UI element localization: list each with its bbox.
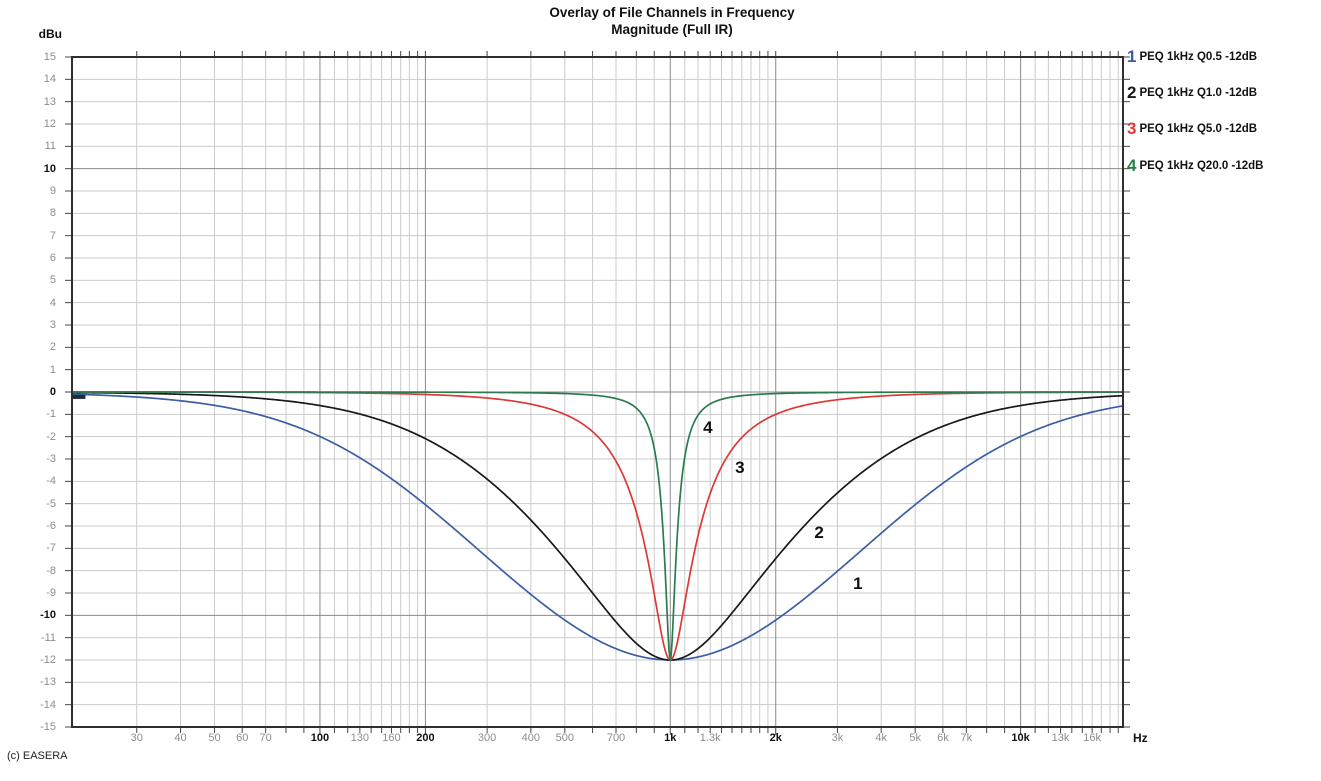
- x-tick-label: 300: [477, 732, 497, 744]
- y-tick-label: 10: [43, 162, 56, 175]
- legend-item-3: 3 PEQ 1kHz Q5.0 -12dB: [1127, 118, 1257, 140]
- x-tick-label: 1k: [664, 732, 677, 744]
- x-tick-label: 6k: [937, 732, 949, 744]
- y-tick-label: -14: [40, 698, 56, 711]
- curve-number-label-1: 1: [853, 574, 863, 594]
- curve-peq-q1: [71, 391, 1124, 661]
- x-tick-label: 1.3k: [699, 732, 721, 744]
- x-tick-label: 130: [350, 732, 370, 744]
- y-tick-label: 5: [49, 274, 56, 287]
- x-tick-label: 70: [259, 732, 272, 744]
- legend-item-2: 2 PEQ 1kHz Q1.0 -12dB: [1127, 82, 1257, 104]
- y-tick-label: 6: [49, 252, 56, 264]
- y-tick-label: -9: [46, 587, 56, 599]
- x-tick-label: 5k: [909, 732, 921, 744]
- y-tick-label: -11: [40, 631, 56, 644]
- x-tick-label: 500: [555, 732, 574, 744]
- curve-number-label-4: 4: [703, 417, 713, 437]
- y-tick-label: -12: [40, 654, 56, 666]
- x-tick-label: 10k: [1011, 732, 1030, 744]
- y-tick-label: -7: [46, 542, 56, 555]
- y-tick-label: -1: [46, 408, 56, 421]
- y-tick-label: 1: [49, 363, 56, 376]
- x-tick-label: 400: [521, 732, 541, 744]
- x-tick-label: 100: [310, 732, 330, 744]
- x-tick-label: 13k: [1051, 732, 1070, 744]
- curve-number-label-3: 3: [735, 457, 745, 477]
- y-tick-label: 4: [49, 296, 56, 309]
- y-tick-label: 8: [49, 207, 56, 220]
- curve-peq-q20: [72, 391, 1123, 661]
- y-tick-label: -5: [46, 497, 56, 510]
- plot-border: [71, 56, 1124, 728]
- y-tick-label: -6: [46, 520, 56, 532]
- y-tick-label: 15: [43, 51, 56, 63]
- curve-peq-q0.5: [71, 393, 1124, 661]
- legend-item-label: PEQ 1kHz Q0.5 -12dB: [1139, 51, 1258, 63]
- y-tick-label: 14: [43, 73, 56, 86]
- x-tick-label: 60: [236, 732, 249, 744]
- x-tick-label: 30: [130, 732, 143, 744]
- y-tick-label: 12: [43, 118, 56, 130]
- y-tick-label: -13: [40, 676, 56, 689]
- legend-color-number: 2: [1127, 83, 1137, 103]
- legend-item-1: 1 PEQ 1kHz Q0.5 -12dB: [1127, 46, 1257, 68]
- x-tick-label: 50: [208, 732, 221, 744]
- x-tick-label: 3k: [831, 732, 844, 744]
- y-tick-label: 11: [44, 140, 56, 153]
- x-tick-label: 700: [606, 732, 626, 744]
- y-tick-label: 3: [49, 319, 56, 331]
- legend-color-number: 3: [1127, 119, 1137, 139]
- y-tick-label: -4: [46, 475, 56, 488]
- curve-number-label-2: 2: [814, 522, 824, 542]
- chart-title-line2: Magnitude (Full IR): [611, 22, 733, 37]
- y-tick-label: -3: [46, 453, 56, 465]
- x-tick-label: 16k: [1083, 732, 1101, 744]
- y-tick-label: 7: [49, 229, 56, 242]
- x-axis-unit-label: Hz: [1133, 731, 1148, 745]
- curve-start-marker: [72, 394, 86, 399]
- y-tick-label: -10: [40, 609, 56, 622]
- legend-item-4: 4 PEQ 1kHz Q20.0 -12dB: [1127, 155, 1263, 177]
- y-tick-label: -15: [40, 721, 56, 733]
- legend-item-label: PEQ 1kHz Q20.0 -12dB: [1139, 159, 1264, 172]
- x-tick-label: 160: [382, 732, 401, 744]
- y-tick-label: 0: [49, 386, 56, 398]
- legend-item-label: PEQ 1kHz Q5.0 -12dB: [1139, 123, 1258, 136]
- chart-title: Overlay of File Channels in Frequency Ma…: [22, 4, 1321, 38]
- y-tick-label: 9: [49, 185, 56, 197]
- x-tick-label: 2k: [769, 732, 782, 744]
- y-axis-unit-label: dBu: [38, 27, 62, 41]
- x-tick-label: 200: [416, 732, 435, 744]
- x-tick-label: 4k: [875, 732, 887, 744]
- x-tick-label: 40: [174, 732, 187, 744]
- credit-text: (c) EASERA: [7, 750, 68, 762]
- legend-color-number: 4: [1127, 155, 1137, 175]
- y-tick-label: -2: [46, 430, 56, 443]
- y-tick-label: -8: [46, 564, 56, 577]
- x-tick-label: 7k: [960, 732, 973, 744]
- legend-item-label: PEQ 1kHz Q1.0 -12dB: [1139, 87, 1258, 100]
- y-tick-label: 13: [43, 95, 56, 108]
- legend-color-number: 1: [1127, 47, 1137, 66]
- chart-title-line1: Overlay of File Channels in Frequency: [549, 5, 795, 20]
- y-tick-label: 2: [49, 341, 56, 354]
